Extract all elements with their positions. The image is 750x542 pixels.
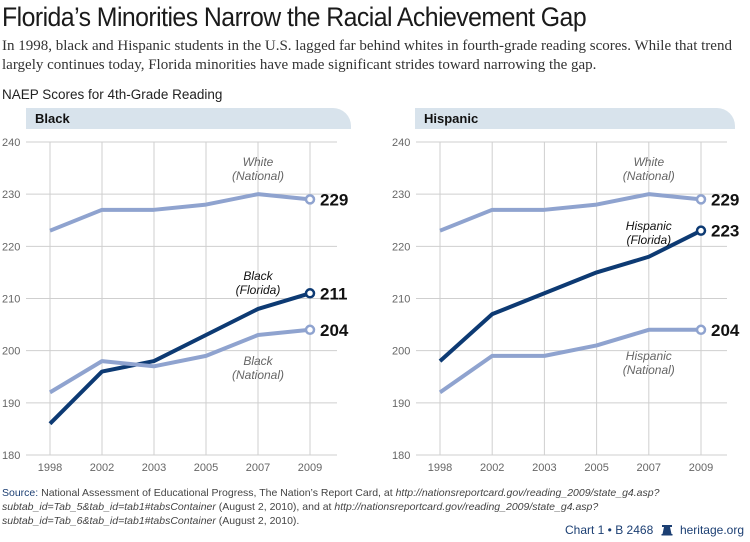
y-tick-label: 210: [2, 294, 20, 306]
series-label: White: [633, 155, 664, 169]
y-tick-label: 180: [392, 450, 410, 462]
y-tick-label: 190: [2, 398, 20, 410]
footer: Chart 1 • B 2468 heritage.org: [565, 523, 744, 537]
end-marker: [304, 194, 316, 205]
end-marker: [304, 324, 316, 336]
source-label: Source:: [2, 487, 39, 499]
end-value-label: 223: [711, 222, 739, 241]
y-tick-label: 180: [2, 450, 20, 462]
x-tick-label: 1998: [38, 462, 62, 474]
source-text: National Assessment of Educational Progr…: [38, 487, 396, 499]
series-line: [438, 327, 701, 395]
end-value-label: 204: [711, 321, 740, 340]
end-marker: [695, 225, 707, 236]
x-tick-label: 2003: [142, 462, 166, 474]
y-tick-label: 200: [392, 346, 410, 358]
x-tick-label: 1998: [428, 462, 452, 474]
y-tick-label: 190: [392, 398, 410, 410]
y-tick-label: 230: [2, 189, 20, 201]
x-tick-label: 2002: [90, 462, 114, 474]
x-tick-label: 2003: [532, 462, 556, 474]
y-tick-label: 240: [2, 137, 20, 149]
end-value-label: 204: [320, 321, 349, 340]
series-line: [438, 228, 702, 363]
series-label: White: [243, 155, 274, 169]
end-marker: [695, 194, 707, 205]
series-line: [49, 192, 311, 233]
y-tick-label: 220: [2, 241, 20, 253]
panel-header-black: Black: [26, 108, 351, 129]
chart-subtitle: In 1998, black and Hispanic students in …: [2, 38, 732, 73]
series-label: (National): [232, 368, 284, 382]
end-value-label: 211: [320, 284, 347, 303]
series-label: Hispanic: [626, 349, 672, 363]
x-tick-label: 2005: [584, 462, 608, 474]
source-text: (August 2, 2010), and at: [215, 501, 335, 513]
x-tick-label: 2009: [298, 462, 322, 474]
series-line: [439, 192, 702, 233]
series-label: (National): [623, 169, 675, 183]
series-label: Black: [243, 269, 273, 283]
liberty-bell-icon: [661, 523, 673, 537]
y-tick-label: 240: [392, 137, 410, 149]
series-label: (Florida): [626, 233, 671, 247]
y-tick-label: 210: [392, 294, 410, 306]
x-tick-label: 2007: [246, 462, 270, 474]
series-line: [48, 327, 311, 395]
x-tick-label: 2005: [194, 462, 218, 474]
panel-header-hispanic: Hispanic: [415, 108, 735, 129]
panel-title-black: Black: [35, 111, 70, 126]
end-value-label: 229: [711, 190, 739, 209]
chart-title: Florida’s Minorities Narrow the Racial A…: [2, 2, 587, 32]
end-marker: [304, 288, 316, 299]
x-tick-label: 2002: [480, 462, 504, 474]
series-label: (Florida): [236, 283, 281, 297]
series-label: (National): [623, 363, 675, 377]
source-url: http://nationsreportcard.gov/reading_200…: [2, 501, 599, 527]
section-title: NAEP Scores for 4th-Grade Reading: [2, 87, 223, 102]
panel-title-hispanic: Hispanic: [424, 111, 479, 126]
y-tick-label: 230: [392, 189, 410, 201]
end-value-label: 229: [320, 190, 348, 209]
chart-id: Chart 1 • B 2468: [565, 523, 654, 537]
x-tick-label: 2009: [689, 462, 713, 474]
y-tick-label: 220: [392, 241, 410, 253]
series-label: Hispanic: [626, 219, 672, 233]
site-name: heritage.org: [679, 523, 744, 537]
series-line: [48, 291, 311, 426]
end-marker: [695, 324, 707, 336]
source-note: Source: National Assessment of Education…: [2, 486, 747, 528]
source-text: (August 2, 2010).: [215, 515, 300, 527]
y-tick-label: 200: [2, 346, 20, 358]
series-label: (National): [232, 169, 284, 183]
x-tick-label: 2007: [637, 462, 661, 474]
source-url: http://nationsreportcard.gov/reading_200…: [2, 487, 660, 513]
series-label: Black: [243, 354, 273, 368]
